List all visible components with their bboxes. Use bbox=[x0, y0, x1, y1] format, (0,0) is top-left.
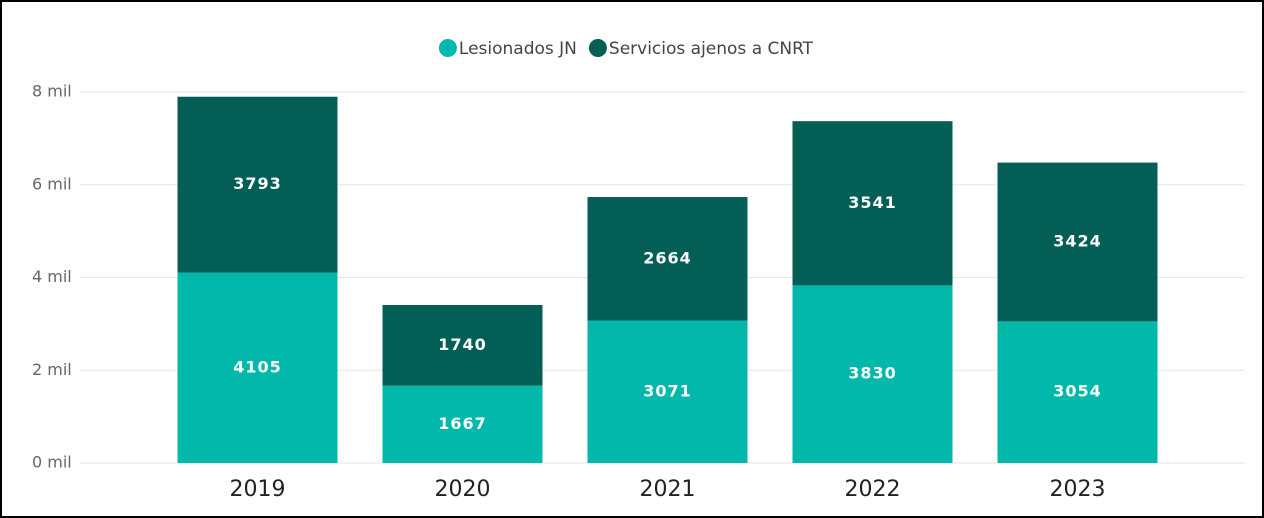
bar-segment bbox=[997, 321, 1158, 463]
value-label: 2664 bbox=[643, 248, 692, 267]
x-tick-label: 2019 bbox=[230, 477, 286, 502]
y-tick-label: 0 mil bbox=[32, 453, 72, 472]
x-tick-label: 2020 bbox=[435, 477, 491, 502]
value-label: 3054 bbox=[1053, 382, 1102, 401]
x-tick-label: 2022 bbox=[845, 477, 901, 502]
value-label: 3541 bbox=[848, 193, 897, 212]
bar-segment bbox=[997, 162, 1158, 322]
y-tick-label: 8 mil bbox=[32, 82, 72, 101]
bar-segment bbox=[177, 96, 338, 273]
y-tick-label: 2 mil bbox=[32, 360, 72, 379]
y-tick-label: 6 mil bbox=[32, 174, 72, 193]
value-label: 1740 bbox=[438, 335, 487, 354]
bar-segment bbox=[382, 385, 543, 463]
x-tick-label: 2023 bbox=[1050, 477, 1106, 502]
bar-segment bbox=[792, 121, 953, 286]
bar-segment bbox=[382, 305, 543, 386]
bar-segment bbox=[587, 197, 748, 321]
value-label: 4105 bbox=[233, 357, 282, 376]
legend-marker bbox=[438, 39, 457, 57]
value-label: 3071 bbox=[643, 381, 692, 400]
y-tick-label: 4 mil bbox=[32, 267, 72, 286]
value-label: 1667 bbox=[438, 414, 487, 433]
bar-segment bbox=[792, 285, 953, 463]
legend-label: Lesionados JN bbox=[459, 39, 577, 59]
legend-marker bbox=[588, 39, 607, 57]
value-label: 3830 bbox=[848, 364, 897, 383]
bar-segment bbox=[177, 272, 338, 463]
x-tick-label: 2021 bbox=[640, 477, 696, 502]
bar-segment bbox=[587, 320, 748, 463]
legend-label: Servicios ajenos a CNRT bbox=[609, 39, 814, 59]
value-label: 3424 bbox=[1053, 231, 1102, 250]
value-label: 3793 bbox=[233, 174, 282, 193]
